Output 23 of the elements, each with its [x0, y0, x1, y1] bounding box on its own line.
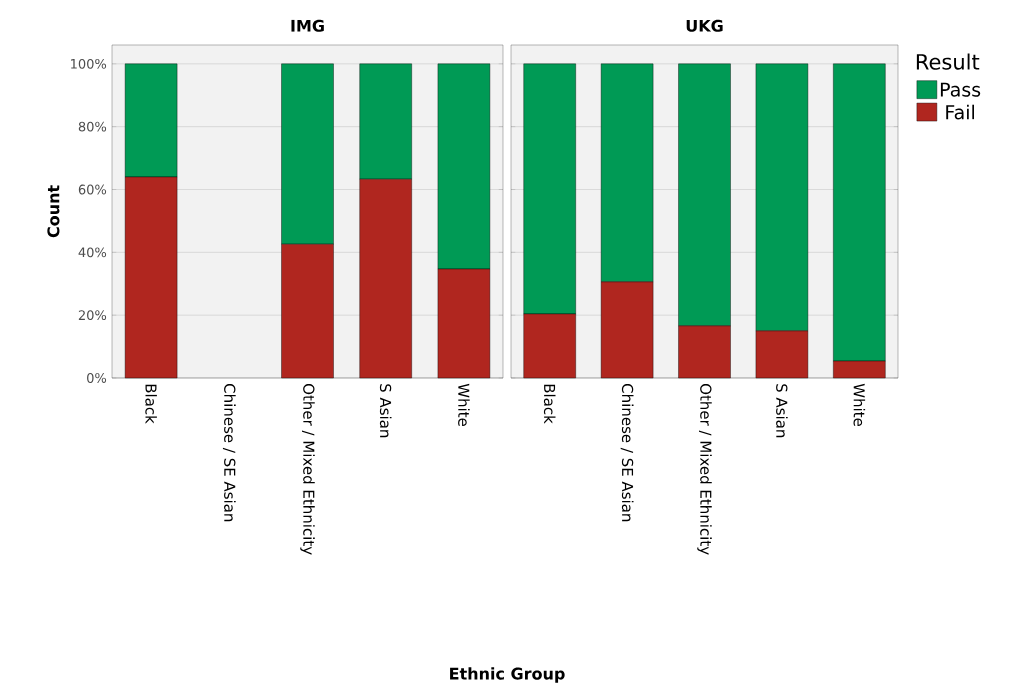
- x-tick-label: Black: [543, 384, 556, 424]
- y-tick-label: 60%: [78, 184, 107, 195]
- x-tick-label: White: [853, 383, 866, 427]
- y-tick-label: 100%: [71, 58, 107, 69]
- x-tick-label: Chinese / SE Asian: [222, 384, 236, 522]
- chart-title: UKG: [686, 19, 723, 32]
- y-tick-label: 0%: [87, 373, 107, 383]
- y-tick-label: 40%: [78, 247, 107, 258]
- x-tick-label: Other / Mixed Ethnicity: [697, 384, 712, 555]
- legend-title: Result: [916, 53, 980, 70]
- x-tick-label: S Asian: [776, 384, 788, 438]
- x-axis-title: Ethnic Group: [450, 667, 565, 683]
- x-tick-label: S Asian: [379, 384, 392, 438]
- y-tick-label: 80%: [78, 121, 107, 132]
- y-axis-title: Count: [47, 185, 60, 238]
- legend-label: Fail: [946, 104, 975, 120]
- x-tick-label: Black: [145, 384, 157, 424]
- legend-label: Pass: [940, 82, 981, 97]
- x-tick-label: Chinese / SE Asian: [620, 384, 634, 522]
- x-tick-label: White: [458, 383, 470, 427]
- y-tick-label: 20%: [78, 310, 107, 321]
- chart-title: IMG: [291, 19, 324, 32]
- x-tick-label: Other / Mixed Ethnicity: [300, 384, 315, 555]
